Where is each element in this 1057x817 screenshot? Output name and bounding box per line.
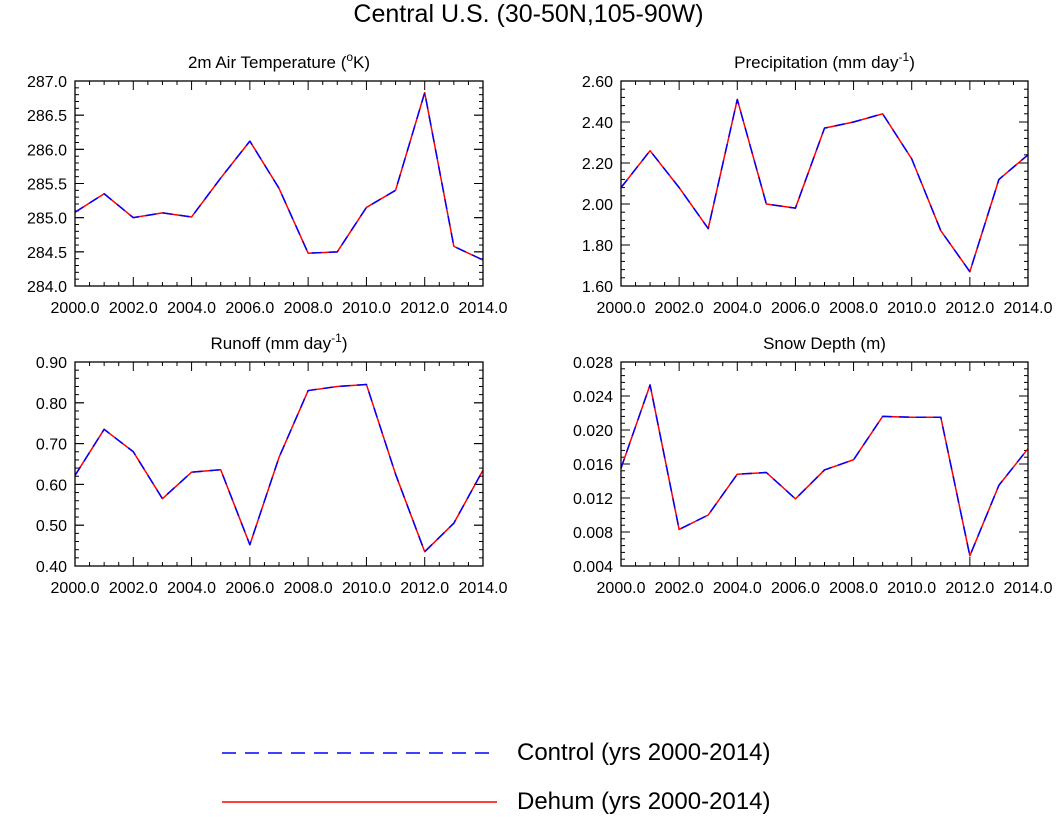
series-line-control-snow-depth bbox=[620, 384, 1029, 557]
x-tick-label: 2008.0 bbox=[284, 300, 333, 317]
y-tick-label: 0.016 bbox=[573, 457, 613, 474]
plot-frame-runoff bbox=[74, 361, 484, 567]
x-tick-label: 2014.0 bbox=[1004, 580, 1053, 597]
x-tick-label: 2014.0 bbox=[459, 300, 508, 317]
panel-title-snow-depth: Snow Depth (m) bbox=[763, 334, 886, 353]
x-tick-label: 2000.0 bbox=[597, 300, 646, 317]
panel-runoff: Runoff (mm day-1) 2000.0 2002.0 2004.0 2006.… bbox=[36, 331, 508, 597]
x-tick-label: 2012.0 bbox=[945, 300, 994, 317]
x-tick-label: 2010.0 bbox=[887, 300, 936, 317]
series-line-control-runoff bbox=[74, 383, 484, 553]
x-tick-label: 2006.0 bbox=[771, 580, 820, 597]
y-tick-label: 285.5 bbox=[27, 177, 67, 194]
y-tick-label: 1.80 bbox=[582, 238, 613, 255]
y-tick-label: 0.40 bbox=[36, 559, 67, 576]
figure-title: Central U.S. (30-50N,105-90W) bbox=[353, 0, 704, 28]
ticks-snow-depth bbox=[620, 361, 1029, 567]
y-tick-label: 1.60 bbox=[582, 279, 613, 296]
y-tick-label: 0.50 bbox=[36, 518, 67, 535]
y-tick-label: 0.80 bbox=[36, 396, 67, 413]
x-tick-label: 2000.0 bbox=[597, 580, 646, 597]
plot-frame-precipitation bbox=[620, 80, 1029, 287]
y-tick-label: 0.60 bbox=[36, 477, 67, 494]
x-tick-label: 2002.0 bbox=[655, 580, 704, 597]
y-tick-label: 2.40 bbox=[582, 115, 613, 132]
x-tick-label: 2002.0 bbox=[655, 300, 704, 317]
x-tick-label: 2012.0 bbox=[945, 580, 994, 597]
panel-title-precipitation: Precipitation (mm day-1) bbox=[734, 50, 915, 72]
x-tick-label: 2010.0 bbox=[342, 300, 391, 317]
x-tick-label: 2010.0 bbox=[342, 580, 391, 597]
x-tick-label: 2002.0 bbox=[109, 300, 158, 317]
x-tick-label: 2014.0 bbox=[459, 580, 508, 597]
y-tick-label: 2.60 bbox=[582, 74, 613, 91]
panel-precipitation: Precipitation (mm day-1) 2000.0 2002.0 2004… bbox=[582, 50, 1053, 317]
legend-control-label: Control (yrs 2000-2014) bbox=[517, 739, 771, 766]
series-line-dehum-precipitation bbox=[620, 98, 1029, 273]
series-line-dehum-runoff bbox=[74, 383, 484, 553]
x-tick-label: 2008.0 bbox=[284, 580, 333, 597]
y-tick-label: 0.004 bbox=[573, 559, 613, 576]
panel-title-runoff: Runoff (mm day-1) bbox=[211, 331, 348, 353]
y-tick-label: 2.00 bbox=[582, 197, 613, 214]
x-tick-label: 2010.0 bbox=[887, 580, 936, 597]
ticks-precipitation bbox=[620, 80, 1029, 287]
x-tick-label: 2004.0 bbox=[713, 300, 762, 317]
series-line-dehum-air-temperature bbox=[74, 91, 484, 261]
x-tick-label: 2012.0 bbox=[400, 580, 449, 597]
y-tick-label: 0.70 bbox=[36, 437, 67, 454]
y-tick-label: 286.0 bbox=[27, 142, 67, 159]
x-tick-label: 2004.0 bbox=[167, 300, 216, 317]
panel-title-air-temperature: 2m Air Temperature (oK) bbox=[188, 50, 370, 72]
x-tick-label: 2004.0 bbox=[713, 580, 762, 597]
y-tick-label: 0.90 bbox=[36, 355, 67, 372]
panel-air-temperature: 2m Air Temperature (oK) 2000.0 2002.0 2004.… bbox=[27, 50, 508, 317]
x-tick-label: 2008.0 bbox=[829, 580, 878, 597]
ticks-air-temperature bbox=[74, 80, 484, 287]
x-tick-label: 2012.0 bbox=[400, 300, 449, 317]
x-tick-label: 2004.0 bbox=[167, 580, 216, 597]
legend-swatches bbox=[222, 752, 497, 803]
plot-frame-air-temperature bbox=[74, 80, 484, 287]
x-tick-label: 2000.0 bbox=[51, 300, 100, 317]
x-tick-label: 2006.0 bbox=[771, 300, 820, 317]
panel-snow-depth: Snow Depth (m) 2000.0 2002.0 2004.0 2006.0 20… bbox=[573, 334, 1053, 597]
y-tick-label: 284.5 bbox=[27, 245, 67, 262]
y-tick-label: 0.028 bbox=[573, 355, 613, 372]
y-tick-label: 285.0 bbox=[27, 211, 67, 228]
y-tick-label: 284.0 bbox=[27, 279, 67, 296]
y-tick-label: 0.008 bbox=[573, 525, 613, 542]
y-tick-label: 0.024 bbox=[573, 389, 613, 406]
ticks-runoff bbox=[74, 361, 484, 567]
y-tick-label: 0.020 bbox=[573, 423, 613, 440]
legend-dehum-label: Dehum (yrs 2000-2014) bbox=[517, 788, 771, 815]
x-tick-label: 2008.0 bbox=[829, 300, 878, 317]
x-tick-label: 2006.0 bbox=[225, 580, 274, 597]
y-tick-label: 287.0 bbox=[27, 74, 67, 91]
series-line-control-precipitation bbox=[620, 98, 1029, 273]
y-tick-label: 2.20 bbox=[582, 156, 613, 173]
series-line-control-air-temperature bbox=[74, 91, 484, 261]
y-tick-label: 0.012 bbox=[573, 491, 613, 508]
plot-frame-snow-depth bbox=[620, 361, 1029, 567]
x-tick-label: 2002.0 bbox=[109, 580, 158, 597]
x-tick-label: 2000.0 bbox=[51, 580, 100, 597]
x-tick-label: 2014.0 bbox=[1004, 300, 1053, 317]
x-tick-label: 2006.0 bbox=[225, 300, 274, 317]
y-tick-label: 286.5 bbox=[27, 108, 67, 125]
